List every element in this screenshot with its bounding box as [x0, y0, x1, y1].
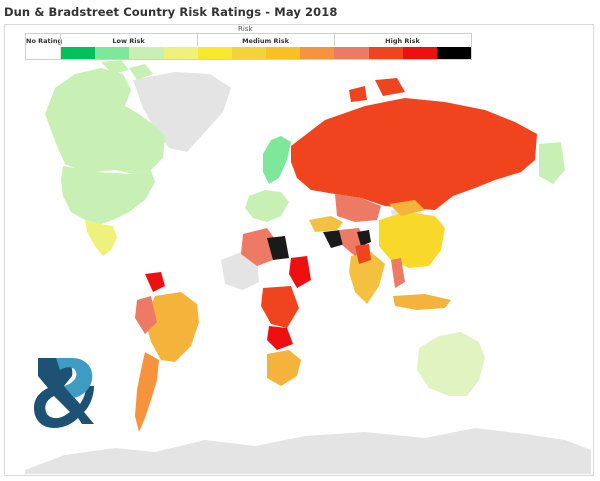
legend-swatch	[266, 47, 301, 59]
legend-label-low-risk: Low Risk	[112, 37, 145, 45]
russia	[291, 98, 537, 210]
legend-swatch	[334, 47, 369, 59]
canada-islands	[101, 60, 153, 80]
legend-label-medium-risk: Medium Risk	[242, 37, 289, 45]
australia	[417, 332, 485, 396]
algeria	[241, 228, 277, 266]
legend-swatch	[231, 47, 267, 59]
peru-bolivia	[135, 296, 157, 334]
legend-swatch	[197, 47, 232, 59]
dnb-logo-icon	[34, 358, 94, 428]
legend-separator	[60, 34, 61, 46]
legend-swatch	[300, 47, 335, 59]
chart-title: Dun & Bradstreet Country Risk Ratings - …	[4, 5, 338, 19]
legend-swatch	[95, 47, 130, 59]
central-africa	[261, 286, 299, 328]
legend-swatch	[26, 47, 62, 59]
legend-swatch	[129, 47, 164, 59]
drc-southern	[267, 326, 293, 350]
sudan	[289, 256, 311, 288]
mexico	[85, 220, 117, 256]
legend-swatch	[163, 47, 198, 59]
risk-legend: No Rating Low Risk Medium Risk High Risk	[25, 33, 472, 60]
indonesia	[393, 294, 451, 310]
china	[379, 212, 445, 268]
legend-swatch	[402, 47, 437, 59]
kazakhstan	[335, 194, 381, 222]
mongolia	[389, 200, 425, 216]
legend-swatch	[436, 47, 472, 59]
world-risk-map	[25, 60, 591, 474]
russia-arctic-islands	[349, 78, 405, 102]
myanmar	[391, 258, 405, 288]
pakistan	[355, 244, 371, 264]
legend-label-high-risk: High Risk	[385, 37, 420, 45]
legend-title: Risk	[238, 25, 253, 33]
legend-separator	[334, 34, 335, 46]
india	[349, 252, 385, 304]
western-europe	[245, 190, 289, 222]
south-africa	[267, 350, 301, 386]
legend-label-no-rating: No Rating	[26, 37, 63, 45]
venezuela	[145, 272, 165, 292]
medium-risk-regions	[85, 212, 451, 432]
canada-alaska	[45, 68, 165, 174]
far-east-light	[539, 142, 565, 184]
legend-swatches	[26, 47, 472, 59]
high-risk-regions	[135, 78, 537, 350]
map-frame	[4, 24, 594, 476]
libya	[267, 236, 289, 260]
afghanistan	[357, 230, 371, 246]
legend-swatch	[368, 47, 403, 59]
argentina-chile	[135, 352, 159, 432]
legend-swatch	[61, 47, 96, 59]
usa	[61, 166, 155, 224]
syria-iraq	[323, 230, 345, 248]
legend-separator	[197, 34, 198, 46]
turkey	[309, 216, 343, 232]
low-risk-regions	[45, 60, 565, 396]
brazil	[145, 292, 199, 362]
scandinavia	[263, 136, 291, 184]
